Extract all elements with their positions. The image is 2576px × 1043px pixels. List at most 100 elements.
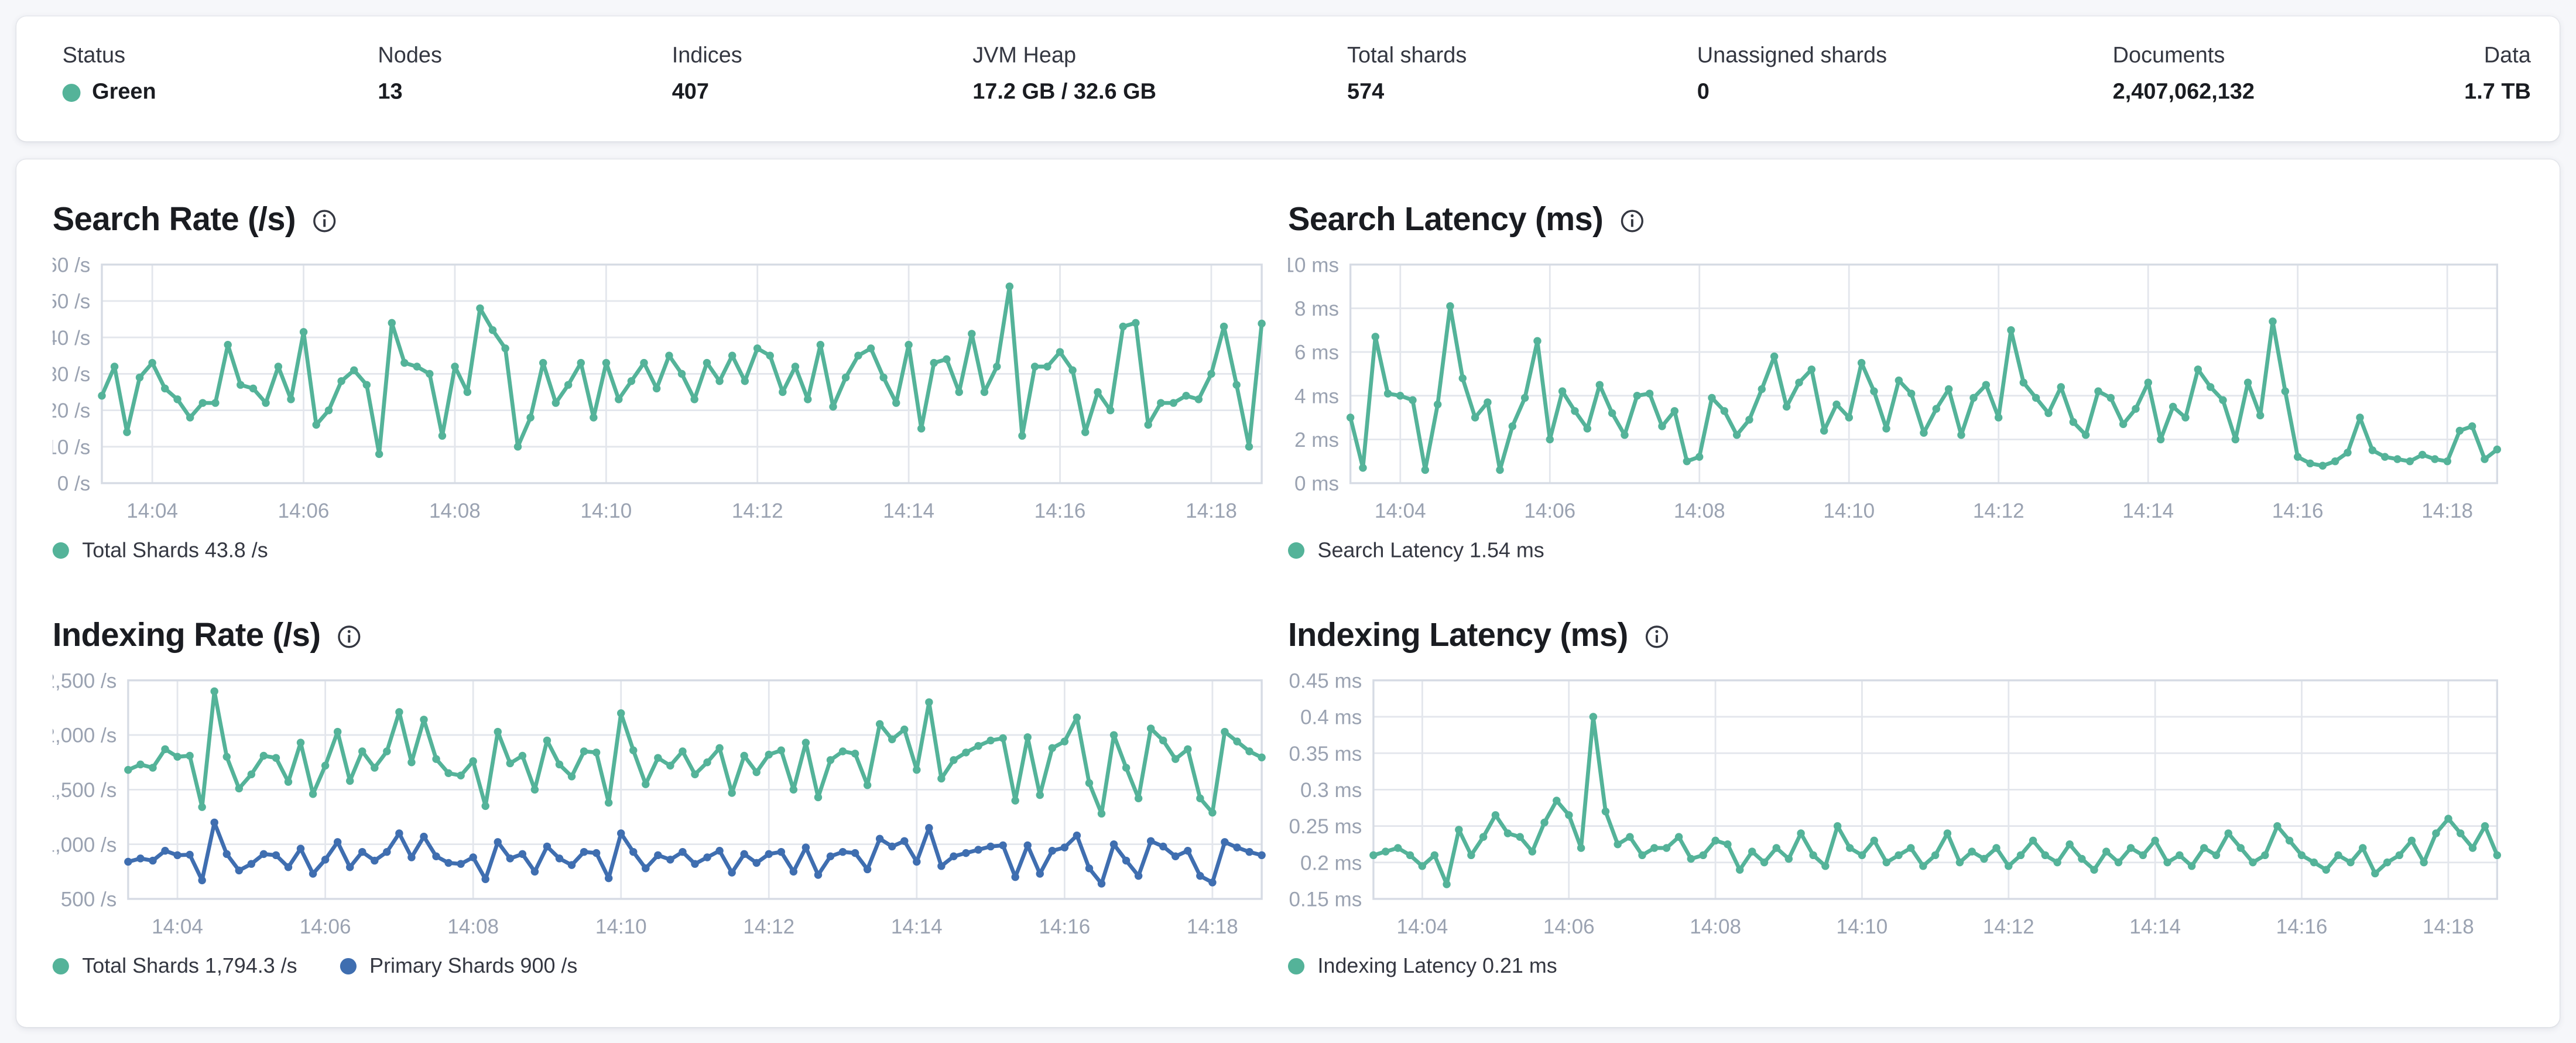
- legend-dot: [340, 957, 357, 975]
- svg-text:1,500 /s: 1,500 /s: [53, 779, 117, 802]
- legend-label: Primary Shards 900 /s: [369, 953, 578, 978]
- legend-label: Indexing Latency 0.21 ms: [1317, 953, 1557, 978]
- svg-text:14:10: 14:10: [580, 500, 632, 522]
- legend-item[interactable]: Total Shards 1,794.3 /s: [52, 952, 297, 982]
- chart-title: Indexing Latency (ms): [1287, 618, 1628, 654]
- svg-text:10 ms: 10 ms: [1288, 255, 1339, 276]
- info-icon[interactable]: [1645, 624, 1669, 648]
- svg-text:14:10: 14:10: [1837, 915, 1888, 938]
- stat-documents: Documents 2,407,062,132: [2113, 41, 2465, 105]
- svg-text:14:10: 14:10: [1823, 500, 1875, 522]
- chart-search-latency: Search Latency (ms) 0 ms 2 ms 4 ms 6 ms 8 ms…: [1287, 189, 2523, 566]
- info-icon[interactable]: [1619, 208, 1644, 232]
- stat-nodes: Nodes 13: [378, 41, 672, 105]
- legend-item[interactable]: Primary Shards 900 /s: [340, 952, 578, 982]
- svg-text:40 /s: 40 /s: [53, 327, 91, 350]
- svg-text:14:06: 14:06: [278, 500, 330, 522]
- svg-text:14:10: 14:10: [595, 915, 647, 938]
- svg-text:0.25 ms: 0.25 ms: [1289, 815, 1362, 838]
- stat-label: Documents: [2112, 42, 2225, 68]
- stat-value: 1.7 TB: [2464, 78, 2531, 104]
- svg-text:14:04: 14:04: [1375, 500, 1426, 522]
- svg-text:14:12: 14:12: [743, 915, 794, 938]
- svg-text:500 /s: 500 /s: [61, 888, 117, 911]
- svg-text:0.3 ms: 0.3 ms: [1300, 779, 1362, 802]
- stat-value: 17.2 GB / 32.6 GB: [972, 78, 1156, 104]
- stat-data-size: Data 1.7 TB: [2464, 41, 2531, 105]
- chart-legend: Indexing Latency 0.21 ms: [1287, 952, 2523, 982]
- search-rate-chart[interactable]: 0 /s 10 /s 20 /s 30 /s 40 /s 50 /s 60 /s 14:04 1…: [53, 255, 1269, 531]
- legend-item[interactable]: Indexing Latency 0.21 ms: [1287, 952, 1557, 982]
- svg-text:14:14: 14:14: [2122, 500, 2174, 522]
- svg-text:14:08: 14:08: [429, 500, 481, 522]
- svg-text:0 ms: 0 ms: [1294, 473, 1339, 495]
- svg-text:14:18: 14:18: [2421, 500, 2473, 522]
- chart-legend: Total Shards 43.8 /s: [52, 536, 1288, 566]
- stat-label: Nodes: [378, 42, 442, 68]
- indexing-rate-chart[interactable]: 500 /s 1,000 /s 1,500 /s 2,000 /s 2,500 /s 14…: [53, 671, 1269, 946]
- svg-text:2,500 /s: 2,500 /s: [53, 671, 117, 692]
- stat-label: Status: [62, 42, 126, 68]
- svg-text:20 /s: 20 /s: [53, 399, 91, 422]
- info-icon[interactable]: [337, 624, 362, 648]
- svg-text:14:14: 14:14: [883, 500, 934, 522]
- legend-dot: [52, 542, 69, 559]
- stat-label: Unassigned shards: [1697, 42, 1888, 68]
- legend-dot: [1287, 542, 1305, 559]
- svg-text:1,000 /s: 1,000 /s: [53, 833, 117, 856]
- svg-text:0.35 ms: 0.35 ms: [1289, 743, 1362, 765]
- svg-text:30 /s: 30 /s: [53, 363, 91, 386]
- svg-text:14:12: 14:12: [732, 500, 783, 522]
- legend-item[interactable]: Total Shards 43.8 /s: [52, 536, 268, 566]
- svg-text:0.4 ms: 0.4 ms: [1300, 706, 1362, 729]
- svg-text:14:08: 14:08: [1674, 500, 1725, 522]
- stat-value: 407: [672, 78, 709, 104]
- svg-text:14:18: 14:18: [2423, 915, 2474, 938]
- svg-text:0.2 ms: 0.2 ms: [1300, 852, 1362, 874]
- legend-label: Search Latency 1.54 ms: [1317, 537, 1544, 562]
- svg-text:14:16: 14:16: [1034, 500, 1086, 522]
- svg-text:14:12: 14:12: [1973, 500, 2025, 522]
- svg-text:6 ms: 6 ms: [1294, 341, 1339, 364]
- stat-label: Indices: [672, 42, 742, 68]
- stat-label: Total shards: [1347, 42, 1467, 68]
- stat-label: JVM Heap: [972, 42, 1077, 68]
- svg-text:4 ms: 4 ms: [1294, 385, 1339, 408]
- chart-title: Search Latency (ms): [1287, 202, 1604, 238]
- chart-indexing-rate: Indexing Rate (/s) 500 /s 1,000 /s 1,500 /…: [52, 605, 1288, 982]
- legend-item[interactable]: Search Latency 1.54 ms: [1287, 536, 1544, 566]
- svg-text:14:18: 14:18: [1187, 915, 1238, 938]
- stat-value: 0: [1697, 78, 1710, 104]
- svg-text:14:06: 14:06: [1543, 915, 1595, 938]
- stat-jvm-heap: JVM Heap 17.2 GB / 32.6 GB: [972, 41, 1347, 105]
- stat-total-shards: Total shards 574: [1347, 41, 1697, 105]
- svg-text:14:16: 14:16: [2276, 915, 2328, 938]
- legend-dot: [52, 957, 69, 975]
- svg-text:14:14: 14:14: [2129, 915, 2181, 938]
- svg-text:0 /s: 0 /s: [57, 473, 91, 495]
- stat-value: 13: [378, 78, 403, 104]
- svg-text:50 /s: 50 /s: [53, 290, 91, 313]
- chart-legend: Search Latency 1.54 ms: [1287, 536, 2523, 566]
- svg-text:14:12: 14:12: [1983, 915, 2034, 938]
- stat-label: Data: [2483, 42, 2531, 68]
- svg-text:14:04: 14:04: [1396, 915, 1448, 938]
- chart-indexing-latency: Indexing Latency (ms) 0.15 ms 0.2 ms 0.25 …: [1287, 605, 2523, 982]
- search-latency-chart[interactable]: 0 ms 2 ms 4 ms 6 ms 8 ms 10 ms 14:04 14:06 14:08…: [1288, 255, 2504, 531]
- health-status-dot: [62, 83, 81, 101]
- cluster-stats-bar: Status Green Nodes 13 Indices 407 JVM He…: [16, 16, 2560, 142]
- svg-text:14:04: 14:04: [126, 500, 178, 522]
- svg-text:14:16: 14:16: [2272, 500, 2324, 522]
- svg-text:14:08: 14:08: [447, 915, 499, 938]
- chart-legend: Total Shards 1,794.3 /s Primary Shards 90…: [52, 952, 1288, 982]
- stat-unassigned-shards: Unassigned shards 0: [1697, 41, 2113, 105]
- stat-value: 574: [1347, 78, 1385, 104]
- metrics-panel: Search Rate (/s) 0 /s 10 /s 20 /s 30 /s 40 /…: [16, 159, 2560, 1027]
- svg-text:2,000 /s: 2,000 /s: [53, 724, 117, 747]
- indexing-latency-chart[interactable]: 0.15 ms 0.2 ms 0.25 ms 0.3 ms 0.35 ms 0.4 ms 0…: [1288, 671, 2504, 946]
- svg-text:14:06: 14:06: [300, 915, 351, 938]
- info-icon[interactable]: [312, 208, 337, 232]
- chart-title: Indexing Rate (/s): [52, 618, 321, 654]
- chart-search-rate: Search Rate (/s) 0 /s 10 /s 20 /s 30 /s 40 /…: [52, 189, 1288, 566]
